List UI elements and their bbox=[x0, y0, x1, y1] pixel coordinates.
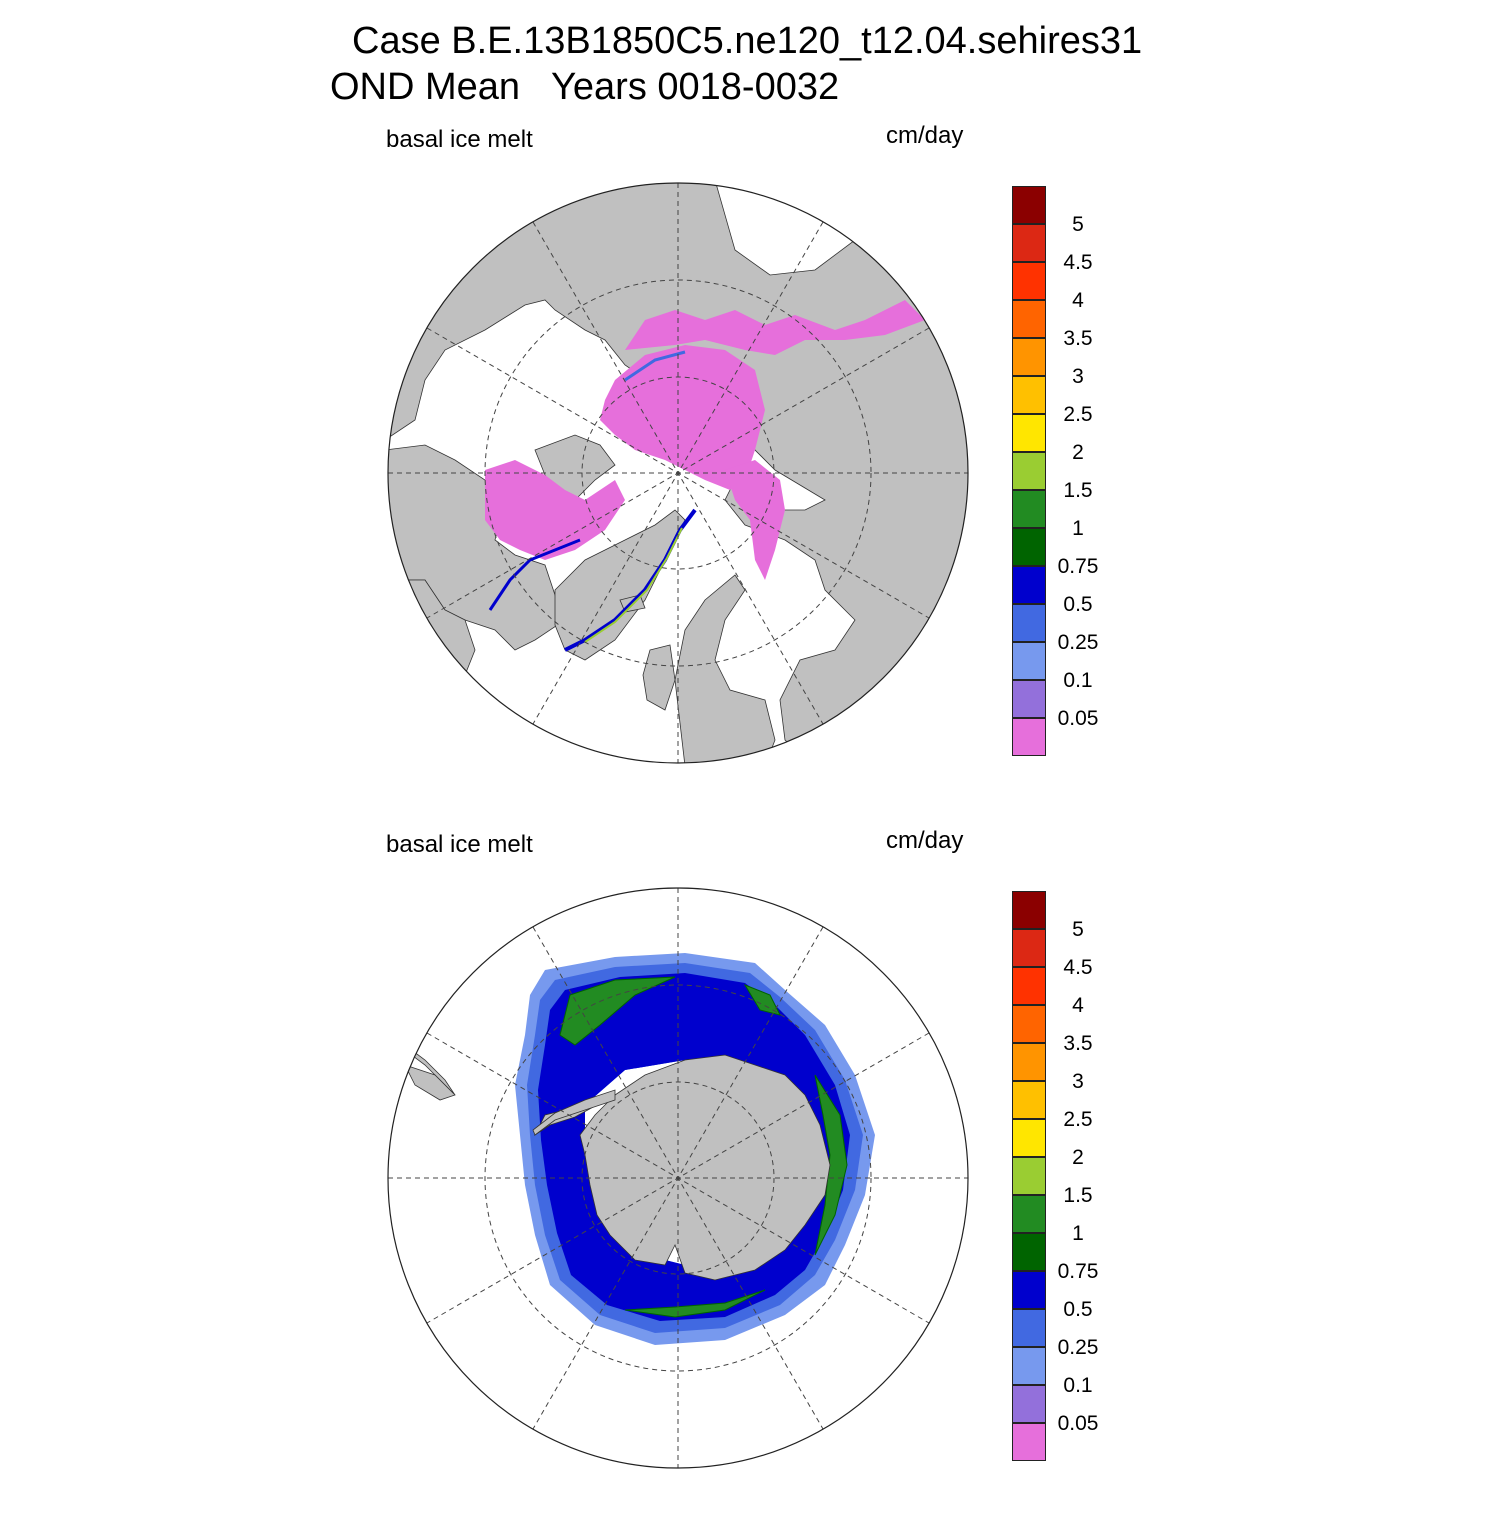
melt-band-siberian bbox=[624, 350, 686, 382]
colorbar-label: 3 bbox=[1072, 365, 1084, 388]
colorbar-box bbox=[1012, 490, 1046, 528]
colorbar-box bbox=[1012, 376, 1046, 414]
colorbar-box bbox=[1012, 1385, 1046, 1423]
south-polar-panel: basal ice melt cm/day bbox=[0, 815, 1500, 1515]
land-antarctic-peninsula bbox=[532, 1089, 616, 1136]
colorbar-label: 2.5 bbox=[1063, 403, 1093, 426]
colorbar-box bbox=[1012, 1005, 1046, 1043]
melt-green-east bbox=[743, 983, 781, 1016]
colorbar-box bbox=[1012, 452, 1046, 490]
north-polar-panel: basal ice melt cm/day bbox=[0, 110, 1500, 810]
figure-title-line-2: OND Mean Years 0018-0032 bbox=[330, 66, 840, 108]
colorbar-south: 5 4.5 4 3.5 3 2.5 2 1.5 1 0.75 0.5 0.25 … bbox=[1010, 891, 1110, 1466]
colorbar-box bbox=[1012, 262, 1046, 300]
land-britain bbox=[642, 644, 676, 711]
figure-title-line-1: Case B.E.13B1850C5.ne120_t12.04.sehires3… bbox=[352, 20, 1143, 62]
units-label: cm/day bbox=[886, 827, 964, 854]
colorbar-label: 1 bbox=[1072, 517, 1084, 540]
colorbar-box bbox=[1012, 1309, 1046, 1347]
colorbar-label: 1.5 bbox=[1063, 1184, 1093, 1207]
colorbar-box bbox=[1012, 680, 1046, 718]
sea-ice-barents bbox=[725, 460, 785, 580]
colorbar-box bbox=[1012, 186, 1046, 224]
colorbar-label: 3.5 bbox=[1063, 1032, 1093, 1055]
land-scandinavia-europe bbox=[674, 574, 776, 763]
colorbar-box bbox=[1012, 929, 1046, 967]
colorbar-box bbox=[1012, 1347, 1046, 1385]
colorbar-label: 0.75 bbox=[1057, 1260, 1099, 1283]
colorbar-label: 4.5 bbox=[1063, 956, 1093, 979]
colorbar-label: 0.25 bbox=[1057, 1336, 1099, 1359]
arctic-polar-map bbox=[387, 182, 969, 764]
colorbar-box bbox=[1012, 967, 1046, 1005]
colorbar-box bbox=[1012, 528, 1046, 566]
colorbar-label: 2 bbox=[1072, 441, 1084, 464]
colorbar-label: 5 bbox=[1072, 213, 1084, 236]
colorbar-box bbox=[1012, 1423, 1046, 1461]
colorbar-box bbox=[1012, 642, 1046, 680]
sea-ice-siberian-shelf bbox=[625, 300, 925, 355]
colorbar-label: 0.1 bbox=[1063, 1374, 1093, 1397]
graticule bbox=[388, 183, 968, 763]
land-south-america-south bbox=[404, 1064, 456, 1101]
colorbar-box bbox=[1012, 718, 1046, 756]
colorbar-box bbox=[1012, 414, 1046, 452]
colorbar-label: 4 bbox=[1072, 994, 1084, 1017]
melt-green-weddell bbox=[559, 976, 676, 1046]
colorbar-label: 1.5 bbox=[1063, 479, 1093, 502]
colorbar-label: 0.5 bbox=[1063, 593, 1093, 616]
colorbar-label: 4.5 bbox=[1063, 251, 1093, 274]
melt-band-labrador bbox=[488, 538, 581, 611]
colorbar-box bbox=[1012, 566, 1046, 604]
colorbar-box bbox=[1012, 1271, 1046, 1309]
graticule bbox=[388, 888, 968, 1468]
sea-ice-central-arctic bbox=[600, 345, 765, 490]
colorbar-box bbox=[1012, 1081, 1046, 1119]
colorbar-label: 0.05 bbox=[1057, 1412, 1099, 1435]
colorbar-label: 5 bbox=[1072, 918, 1084, 941]
colorbar-label: 2 bbox=[1072, 1146, 1084, 1169]
colorbar-label: 0.5 bbox=[1063, 1298, 1093, 1321]
colorbar-label: 0.25 bbox=[1057, 631, 1099, 654]
map-border bbox=[387, 887, 969, 1469]
melt-green-ross-amundsen bbox=[624, 1289, 766, 1318]
colorbar-box bbox=[1012, 300, 1046, 338]
variable-label: basal ice melt bbox=[386, 831, 533, 858]
colorbar-label: 0.05 bbox=[1057, 707, 1099, 730]
colorbar-box bbox=[1012, 891, 1046, 929]
colorbar-label: 0.75 bbox=[1057, 555, 1099, 578]
units-label: cm/day bbox=[886, 122, 964, 149]
map-border bbox=[387, 182, 969, 764]
colorbar-box bbox=[1012, 1195, 1046, 1233]
colorbar-box bbox=[1012, 224, 1046, 262]
colorbar-label: 0.1 bbox=[1063, 669, 1093, 692]
colorbar-label: 3.5 bbox=[1063, 327, 1093, 350]
colorbar-label: 3 bbox=[1072, 1070, 1084, 1093]
variable-label: basal ice melt bbox=[386, 126, 533, 153]
colorbar-label: 1 bbox=[1072, 1222, 1084, 1245]
colorbar-label: 4 bbox=[1072, 289, 1084, 312]
colorbar-box bbox=[1012, 1043, 1046, 1081]
colorbar-box bbox=[1012, 338, 1046, 376]
colorbar-box bbox=[1012, 1157, 1046, 1195]
melt-band-greenland-sea-hi bbox=[584, 527, 683, 643]
melt-green-indian bbox=[814, 1074, 848, 1256]
colorbar-box bbox=[1012, 1119, 1046, 1157]
colorbar-north: 5 4.5 4 3.5 3 2.5 2 1.5 1 0.75 0.5 0.25 … bbox=[1010, 186, 1110, 761]
colorbar-box bbox=[1012, 604, 1046, 642]
colorbar-label: 2.5 bbox=[1063, 1108, 1093, 1131]
sea-ice-baffin-hudson bbox=[485, 460, 625, 560]
colorbar-box bbox=[1012, 1233, 1046, 1271]
antarctic-polar-map bbox=[387, 887, 969, 1469]
